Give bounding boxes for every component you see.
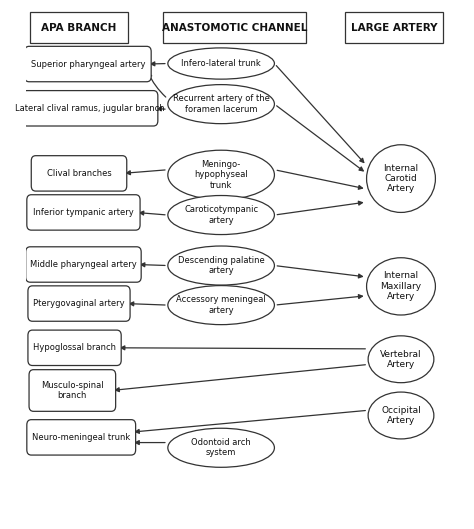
FancyBboxPatch shape (31, 156, 127, 191)
FancyBboxPatch shape (346, 12, 443, 43)
Text: Hypoglossal branch: Hypoglossal branch (33, 343, 116, 352)
Text: ANASTOMOTIC CHANNEL: ANASTOMOTIC CHANNEL (162, 23, 307, 33)
Ellipse shape (366, 258, 436, 315)
Ellipse shape (168, 286, 274, 325)
Text: Musculo-spinal
branch: Musculo-spinal branch (41, 381, 104, 400)
FancyBboxPatch shape (26, 247, 141, 282)
Text: Occipital
Artery: Occipital Artery (381, 406, 421, 425)
Ellipse shape (168, 246, 274, 285)
FancyBboxPatch shape (30, 12, 128, 43)
Ellipse shape (168, 150, 274, 199)
Text: Recurrent artery of the
foramen lacerum: Recurrent artery of the foramen lacerum (173, 95, 270, 114)
Text: Meningo-
hypophyseal
trunk: Meningo- hypophyseal trunk (194, 160, 248, 190)
Text: Descending palatine
artery: Descending palatine artery (178, 256, 264, 275)
Text: Inferior tympanic artery: Inferior tympanic artery (33, 208, 134, 217)
Text: Clival branches: Clival branches (46, 169, 111, 178)
Text: Lateral clival ramus, jugular branch: Lateral clival ramus, jugular branch (15, 104, 165, 113)
Text: Middle pharyngeal artery: Middle pharyngeal artery (30, 260, 137, 269)
Ellipse shape (368, 336, 434, 382)
FancyBboxPatch shape (28, 330, 121, 366)
FancyBboxPatch shape (28, 286, 130, 321)
Text: Odontoid arch
system: Odontoid arch system (191, 438, 251, 458)
Ellipse shape (168, 48, 274, 79)
Text: Internal
Carotid
Artery: Internal Carotid Artery (383, 163, 419, 194)
Text: Vertebral
Artery: Vertebral Artery (380, 350, 422, 369)
FancyBboxPatch shape (164, 12, 306, 43)
FancyBboxPatch shape (25, 47, 151, 82)
Ellipse shape (168, 196, 274, 234)
Text: Infero-lateral trunk: Infero-lateral trunk (181, 59, 261, 68)
FancyBboxPatch shape (27, 195, 140, 230)
Text: Neuro-meningeal trunk: Neuro-meningeal trunk (32, 433, 130, 442)
Ellipse shape (168, 428, 274, 467)
Text: Internal
Maxillary
Artery: Internal Maxillary Artery (381, 271, 421, 302)
FancyBboxPatch shape (27, 419, 136, 455)
FancyBboxPatch shape (29, 370, 116, 412)
Text: Accessory meningeal
artery: Accessory meningeal artery (176, 295, 266, 315)
Text: LARGE ARTERY: LARGE ARTERY (351, 23, 438, 33)
FancyBboxPatch shape (22, 90, 158, 126)
Ellipse shape (368, 392, 434, 439)
Text: Caroticotympanic
artery: Caroticotympanic artery (184, 205, 258, 225)
Ellipse shape (168, 85, 274, 124)
Text: Pterygovaginal artery: Pterygovaginal artery (33, 299, 125, 308)
Text: Superior pharyngeal artery: Superior pharyngeal artery (31, 60, 145, 69)
Text: APA BRANCH: APA BRANCH (41, 23, 117, 33)
Ellipse shape (366, 145, 436, 213)
